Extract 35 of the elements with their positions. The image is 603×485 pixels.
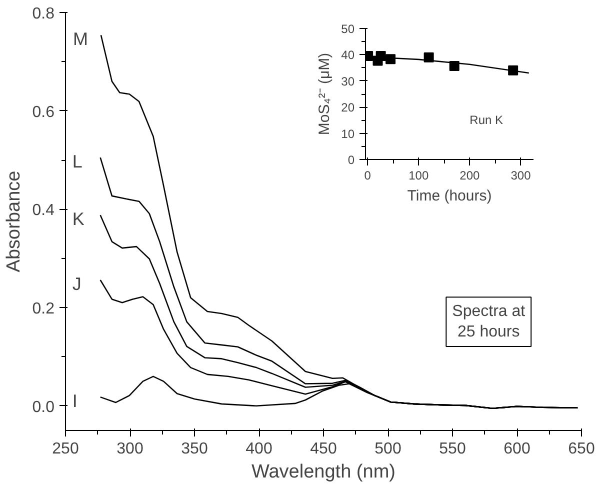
series-label: L bbox=[72, 152, 82, 172]
y-tick-label: 0.2 bbox=[32, 300, 55, 318]
series-label: J bbox=[72, 274, 82, 294]
y-tick-label: 10 bbox=[341, 126, 355, 141]
x-tick-label: 400 bbox=[246, 440, 272, 458]
x-tick-label: 600 bbox=[504, 440, 530, 458]
y-tick-label: 40 bbox=[341, 48, 355, 62]
x-tick-label: 200 bbox=[460, 168, 480, 182]
annotation: Run K bbox=[470, 113, 504, 128]
y-tick-label: 50 bbox=[341, 22, 355, 36]
y-tick-label: 20 bbox=[341, 100, 355, 115]
y-tick-label: 0.6 bbox=[32, 104, 55, 121]
y-tick-label: 0.0 bbox=[32, 398, 55, 416]
x-tick-label: 300 bbox=[116, 440, 144, 458]
y-tick-label: 0 bbox=[348, 153, 355, 167]
x-axis-title: Time (hours) bbox=[407, 188, 492, 204]
y-tick-label: 0.4 bbox=[32, 202, 55, 220]
annotation: Spectra at 25 hours bbox=[452, 303, 526, 341]
x-tick-label: 0 bbox=[364, 168, 372, 182]
x-tick-label: 300 bbox=[510, 168, 532, 182]
y-axis-title: Absorbance bbox=[3, 170, 24, 272]
x-tick-label: 350 bbox=[181, 440, 208, 458]
y-axis-title: MoS₄²⁻ (μM) bbox=[316, 52, 334, 136]
series-label: M bbox=[72, 29, 88, 50]
x-tick-label: 250 bbox=[52, 440, 79, 458]
x-tick-label: 550 bbox=[439, 440, 466, 458]
y-tick-label: 0.8 bbox=[32, 6, 55, 22]
x-axis-title: Wavelength (nm) bbox=[252, 462, 396, 482]
series-label: K bbox=[72, 209, 84, 230]
x-tick-label: 650 bbox=[568, 440, 595, 458]
x-tick-label: 100 bbox=[408, 168, 429, 182]
series-label: I bbox=[72, 391, 78, 412]
x-tick-label: 500 bbox=[374, 440, 402, 458]
x-tick-label: 450 bbox=[310, 440, 337, 458]
y-tick-label: 30 bbox=[341, 74, 355, 88]
